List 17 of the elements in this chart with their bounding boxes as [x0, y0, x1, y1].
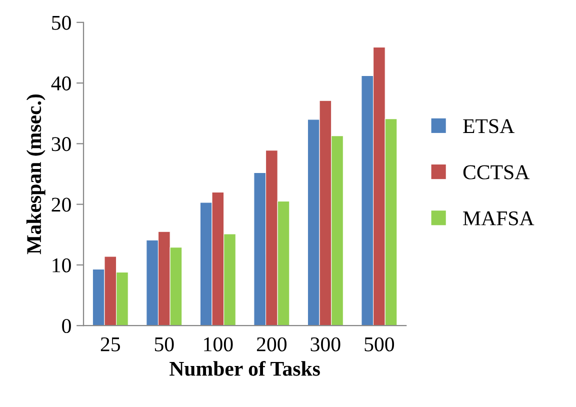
x-tick-label: 300 [310, 337, 340, 352]
y-tick-label: 50 [52, 16, 71, 30]
y-axis-title: Makespan (msec.) [26, 94, 46, 254]
legend-label: CCTSA [463, 165, 530, 180]
legend-label: ETSA [463, 119, 514, 134]
y-tick-label: 20 [52, 198, 71, 212]
x-tick-label: 25 [100, 337, 120, 352]
y-tick-label: 40 [51, 76, 71, 90]
x-tick-label: 200 [256, 337, 287, 352]
y-tick-label: 10 [52, 258, 71, 272]
x-tick-label: 500 [364, 337, 394, 352]
x-axis-title: Number of Tasks [170, 360, 320, 376]
legend-label: MAFSA [463, 211, 534, 226]
y-tick-label: 0 [62, 318, 71, 334]
x-tick-label: 50 [154, 337, 174, 352]
y-tick-label: 30 [52, 137, 71, 152]
x-tick-label: 100 [204, 337, 233, 352]
